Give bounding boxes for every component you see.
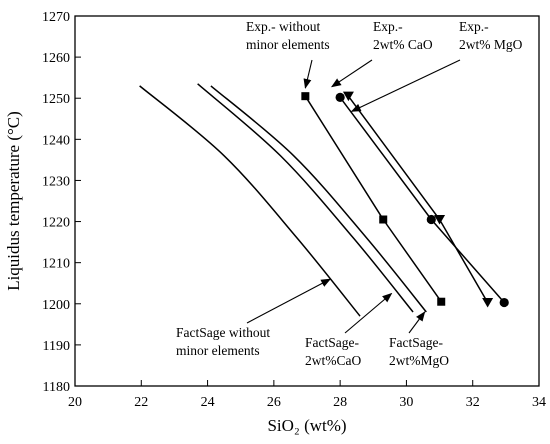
annotation-label: Exp.- without [246, 19, 320, 34]
annotation-label: FactSage without [176, 325, 270, 340]
annotation-exp-cao: Exp.- 2wt% CaO [331, 19, 433, 88]
series-layer [139, 83, 509, 317]
series-line [339, 96, 505, 304]
triangle-marker [342, 91, 354, 102]
square-marker [301, 92, 310, 101]
x-axis-ticks: 20 22 24 26 28 30 32 34 [68, 380, 546, 410]
x-tick-label: 34 [532, 395, 546, 410]
y-tick-label: 1250 [42, 92, 70, 107]
annotation-arrow [246, 278, 332, 324]
series-line [139, 85, 361, 317]
annotation-exp-none: Exp.- without minor elements [246, 19, 330, 89]
annotation-fs-none: FactSage without minor elements [176, 278, 332, 358]
annotation-label: 2wt% MgO [459, 37, 523, 52]
series-line [347, 95, 489, 303]
annotation-layer: Exp.- without minor elements Exp.- 2wt% CaO… [176, 19, 523, 368]
annotation-label: Exp.- [373, 19, 403, 34]
y-tick-label: 1210 [42, 257, 70, 272]
y-tick-label: 1270 [42, 10, 70, 25]
annotation-arrow [344, 292, 393, 334]
circle-marker [499, 297, 509, 308]
x-tick-label: 22 [134, 395, 148, 410]
y-tick-label: 1260 [42, 51, 70, 66]
x-tick-label: 28 [333, 395, 347, 410]
plot-frame [74, 15, 540, 387]
y-tick-label: 1220 [42, 216, 70, 231]
x-tick-label: 30 [399, 395, 413, 410]
annotation-exp-mgo: Exp.- 2wt% MgO [350, 19, 523, 112]
triangle-marker [434, 215, 446, 225]
y-tick-label: 1190 [43, 339, 70, 354]
series-line [210, 85, 427, 313]
circle-marker [426, 214, 436, 225]
y-axis-ticks: 1180 1190 1200 1210 1220 1230 1240 1250 1260 1270 [42, 10, 81, 395]
y-tick-label: 1240 [42, 133, 70, 148]
annotation-arrow [408, 311, 426, 334]
circle-marker [335, 92, 345, 102]
series-line [197, 83, 414, 313]
x-tick-label: 32 [466, 395, 480, 410]
y-tick-label: 1200 [42, 298, 70, 313]
y-axis-title: Liquidus temperature (°C) [4, 111, 23, 291]
square-marker [437, 297, 446, 306]
square-marker [379, 215, 388, 224]
annotation-label: 2wt%CaO [305, 353, 361, 368]
annotation-label: 2wt% CaO [373, 37, 433, 52]
triangle-marker [482, 298, 494, 308]
x-tick-label: 26 [267, 395, 281, 410]
annotation-label: minor elements [176, 343, 260, 358]
annotation-fs-mgo: FactSage- 2wt%MgO [389, 311, 449, 368]
series-line [304, 95, 442, 303]
y-tick-label: 1180 [43, 380, 70, 395]
annotation-arrow [303, 59, 313, 89]
annotation-arrow [350, 59, 461, 112]
annotation-label: minor elements [246, 37, 330, 52]
annotation-arrow [331, 59, 373, 88]
x-tick-label: 20 [68, 395, 82, 410]
annotation-fs-cao: FactSage- 2wt%CaO [305, 292, 393, 368]
annotation-label: FactSage- [305, 335, 359, 350]
annotation-label: Exp.- [459, 19, 489, 34]
x-tick-label: 24 [201, 395, 215, 410]
y-tick-label: 1230 [42, 174, 70, 189]
x-axis-title: SiO₂ (wt%) [267, 416, 346, 435]
annotation-label: 2wt%MgO [389, 353, 449, 368]
annotation-label: FactSage- [389, 335, 443, 350]
